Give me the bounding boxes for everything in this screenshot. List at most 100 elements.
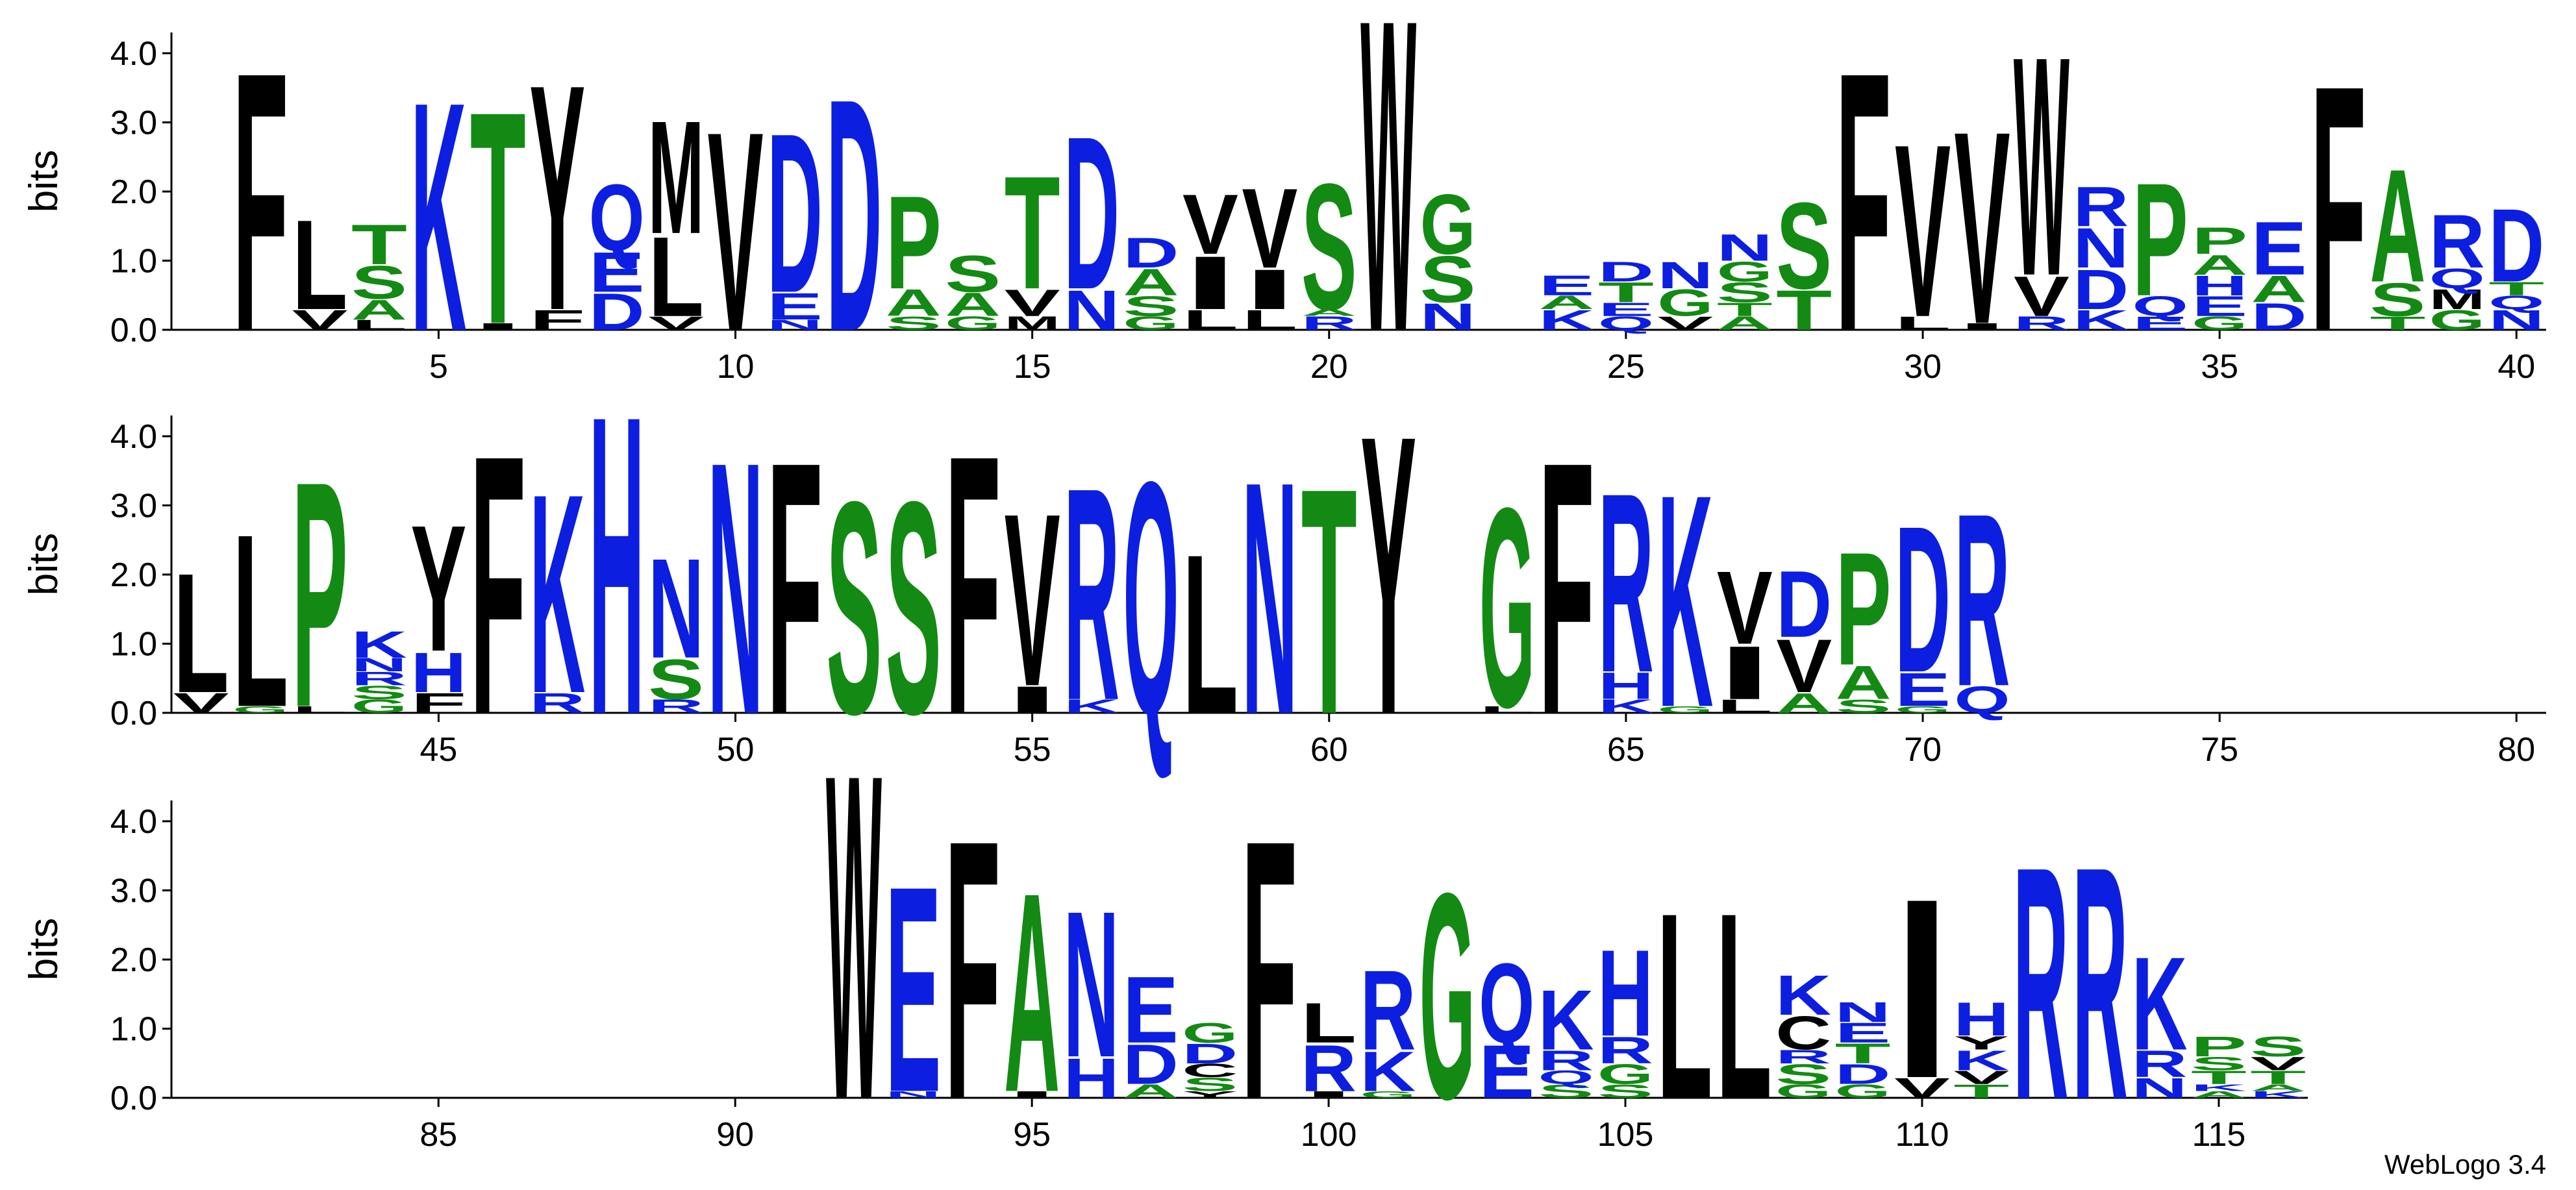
logo-letter: A xyxy=(1776,688,1832,719)
x-tick-label: 50 xyxy=(717,731,755,769)
x-tick-label: 95 xyxy=(1013,1116,1051,1154)
x-tick-label: 90 xyxy=(716,1116,754,1154)
logo-letter: S xyxy=(1776,178,1832,315)
logo-letter: V xyxy=(1242,166,1297,292)
y-tick-label: 2.0 xyxy=(110,556,157,594)
logo-letter: T xyxy=(1598,277,1654,308)
logo-letter: F xyxy=(2310,13,2366,405)
x-tick-label: 15 xyxy=(1014,348,1051,386)
logo-letter: S xyxy=(886,312,942,334)
logo-letter: H xyxy=(410,641,466,704)
x-tick-label: 75 xyxy=(2201,731,2238,769)
x-tick-label: 60 xyxy=(1310,731,1348,769)
logo-letter: S xyxy=(826,438,882,778)
y-tick-label: 4.0 xyxy=(110,418,157,456)
logo-letter: G xyxy=(2192,312,2247,334)
logo-letter: A xyxy=(886,282,942,325)
logo-letter: K xyxy=(2132,930,2188,1078)
logo-letter: F xyxy=(945,763,1001,1177)
logo-letter: V xyxy=(1894,1072,1950,1104)
logo-letter: R xyxy=(648,695,704,717)
logo-letter: V xyxy=(1954,75,2010,382)
logo-letter: G xyxy=(1479,449,1535,767)
logo-letter: G xyxy=(2429,304,2485,336)
y-tick-label: 3.0 xyxy=(110,488,157,525)
logo-letter: D xyxy=(1835,1059,1891,1091)
logo-letter: N xyxy=(2132,1072,2188,1104)
logo-letter: T xyxy=(1717,299,1773,320)
logo-letter: S xyxy=(2250,1031,2306,1063)
logo-letter: L xyxy=(1716,858,1772,1154)
logo-letter: Q xyxy=(1954,679,2010,721)
logo-letter: D xyxy=(1598,256,1654,288)
logo-letter: Q xyxy=(2429,263,2485,295)
logo-letter: N xyxy=(767,317,823,333)
x-tick-label: 35 xyxy=(2201,348,2238,386)
logo-letter: G xyxy=(1657,704,1713,715)
y-tick-label: 1.0 xyxy=(110,243,157,280)
logo-letter: P xyxy=(886,169,942,317)
logo-letter: G xyxy=(1420,177,1476,272)
logo-letter: V xyxy=(2014,264,2070,328)
logo-letter: F xyxy=(945,378,1001,792)
logo-letter: S xyxy=(1717,277,1773,308)
logo-letter: D xyxy=(2488,188,2544,304)
y-tick-label: 4.0 xyxy=(110,35,157,73)
logo-letter: N xyxy=(708,387,764,790)
logo-letter: G xyxy=(1123,312,1179,334)
logo-letter: D xyxy=(1123,229,1179,277)
logo-letter: K xyxy=(1539,304,1595,336)
x-tick-label: 55 xyxy=(1014,731,1051,769)
logo-letter: F xyxy=(410,688,466,719)
logo-letter: Q xyxy=(2488,291,2544,313)
logo-letter: D xyxy=(1776,551,1832,657)
logo-letter: D xyxy=(1182,1038,1238,1070)
logo-letter: D xyxy=(767,86,823,341)
logo-letter: R xyxy=(2132,1043,2188,1085)
x-tick-label: 110 xyxy=(1895,1116,1949,1154)
logo-letter: I xyxy=(1004,1089,1060,1100)
x-tick-label: 30 xyxy=(1904,348,1942,386)
logo-letter: F xyxy=(1836,0,1892,408)
logo-letter: L xyxy=(1182,304,1238,336)
logo-letter: H xyxy=(1064,1047,1119,1110)
logo-letter: F xyxy=(470,378,526,792)
logo-letter: T xyxy=(2191,1067,2247,1088)
logo-letter: A xyxy=(1539,291,1595,313)
logo-letter: D xyxy=(589,283,645,341)
y-tick-label: 2.0 xyxy=(110,941,157,979)
logo-letter: R xyxy=(2014,312,2070,334)
logo-letter: G xyxy=(1597,1059,1653,1091)
logo-letter: G xyxy=(1419,832,1475,1160)
logo-letter: D xyxy=(2251,296,2307,338)
logo-letter: P xyxy=(2132,151,2188,330)
logo-letter: I xyxy=(1954,321,2010,332)
logo-letter: A xyxy=(1717,312,1773,334)
logo-letter: T xyxy=(2488,278,2544,299)
logo-letter: Y xyxy=(529,18,585,378)
logo-letter: K xyxy=(410,34,466,399)
logo-letter: E xyxy=(1895,663,1951,716)
logo-letter: N xyxy=(351,654,407,676)
logo-letter: V xyxy=(1953,1067,2009,1088)
logo-letter: L xyxy=(292,193,348,337)
logo-letter: D xyxy=(2073,258,2129,321)
logo-letter: S xyxy=(2370,273,2425,327)
logo-letter: M xyxy=(648,88,704,268)
logo-letter: E xyxy=(2192,291,2247,323)
logo-letter: H xyxy=(1598,665,1654,708)
logo-letter: K xyxy=(1953,1045,2009,1076)
logo-letter: L xyxy=(1717,695,1773,717)
logo-letter: A xyxy=(2250,1082,2306,1093)
logo-letter: K xyxy=(2073,304,2129,336)
logo-letter: N xyxy=(1064,869,1119,1101)
x-tick-label: 80 xyxy=(2497,731,2535,769)
logo-letter: L xyxy=(1657,858,1712,1154)
logo-letter: G xyxy=(1657,282,1713,325)
logo-letter: K xyxy=(1360,1039,1416,1103)
logo-letter: R xyxy=(1301,312,1357,334)
logo-letter: H xyxy=(589,326,645,803)
logo-letter: I xyxy=(1182,242,1238,326)
logo-letter: A xyxy=(1004,834,1060,1152)
